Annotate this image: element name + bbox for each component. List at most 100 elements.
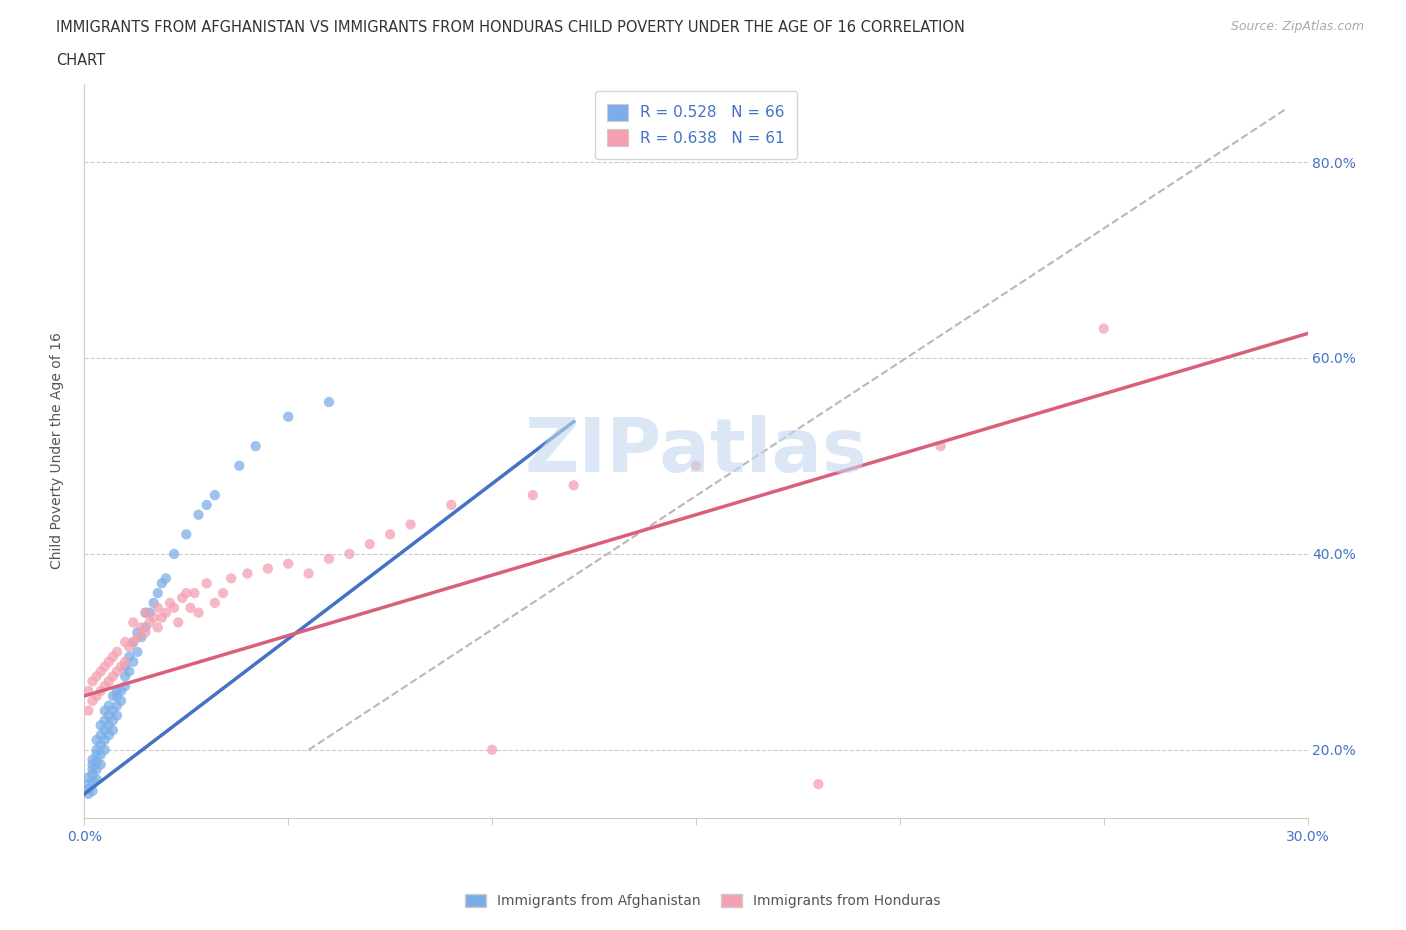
Point [146,601,169,616]
Point [481,742,503,757]
Point [86,772,108,787]
Point [127,644,149,659]
Point [245,439,267,454]
Point [204,487,226,502]
Point [77,777,100,791]
Text: ZIPatlas: ZIPatlas [524,415,868,487]
Point [163,547,186,562]
Point [90,664,112,679]
Point [110,659,132,674]
Point [807,777,830,791]
Point [82,762,104,777]
Point [77,770,100,785]
Point [195,576,218,591]
Point [176,586,198,601]
Point [122,615,145,630]
Point [105,688,128,703]
Point [110,694,132,709]
Point [101,703,124,718]
Point [142,610,165,625]
Point [97,708,120,723]
Point [86,748,108,763]
Point [440,498,463,512]
Point [150,576,173,591]
Legend: Immigrants from Afghanistan, Immigrants from Honduras: Immigrants from Afghanistan, Immigrants … [460,889,946,914]
Point [142,595,165,610]
Point [82,757,104,772]
Point [105,644,128,659]
Point [105,684,128,698]
Point [82,784,104,799]
Point [93,703,117,718]
Point [77,684,100,698]
Point [114,634,136,649]
Point [228,458,250,473]
Point [101,713,124,728]
Point [86,742,108,757]
Point [90,684,112,698]
Point [257,561,280,576]
Point [90,757,112,772]
Point [114,659,136,674]
Point [101,688,124,703]
Point [236,566,259,581]
Point [183,586,205,601]
Point [219,571,242,586]
Point [118,649,141,664]
Point [277,556,299,571]
Point [155,605,177,620]
Point [155,571,177,586]
Point [135,620,157,635]
Point [339,547,361,562]
Point [150,610,173,625]
Point [176,527,198,542]
Point [93,659,117,674]
Point [82,752,104,767]
Point [195,498,218,512]
Point [97,698,120,713]
Text: Source: ZipAtlas.com: Source: ZipAtlas.com [1230,20,1364,33]
Point [101,669,124,684]
Point [90,737,112,752]
Point [110,684,132,698]
Point [93,723,117,737]
Point [118,664,141,679]
Point [146,620,169,635]
Point [86,754,108,769]
Y-axis label: Child Poverty Under the Age of 16: Child Poverty Under the Age of 16 [49,333,63,569]
Point [86,669,108,684]
Point [1092,321,1115,336]
Point [101,723,124,737]
Point [86,762,108,777]
Point [90,748,112,763]
Point [93,713,117,728]
Point [131,620,153,635]
Point [929,439,952,454]
Point [172,591,194,605]
Point [318,394,340,409]
Point [82,767,104,782]
Point [298,566,321,581]
Point [127,625,149,640]
Point [562,478,585,493]
Text: IMMIGRANTS FROM AFGHANISTAN VS IMMIGRANTS FROM HONDURAS CHILD POVERTY UNDER THE : IMMIGRANTS FROM AFGHANISTAN VS IMMIGRANT… [56,20,965,35]
Point [159,595,181,610]
Point [114,679,136,694]
Point [122,634,145,649]
Point [135,625,157,640]
Point [685,458,707,473]
Point [318,551,340,566]
Point [204,595,226,610]
Point [127,630,149,644]
Point [82,774,104,789]
Point [86,688,108,703]
Point [187,605,209,620]
Point [163,601,186,616]
Point [90,727,112,742]
Point [135,605,157,620]
Point [82,674,104,689]
Text: CHART: CHART [56,53,105,68]
Point [277,409,299,424]
Point [93,733,117,748]
Point [77,787,100,802]
